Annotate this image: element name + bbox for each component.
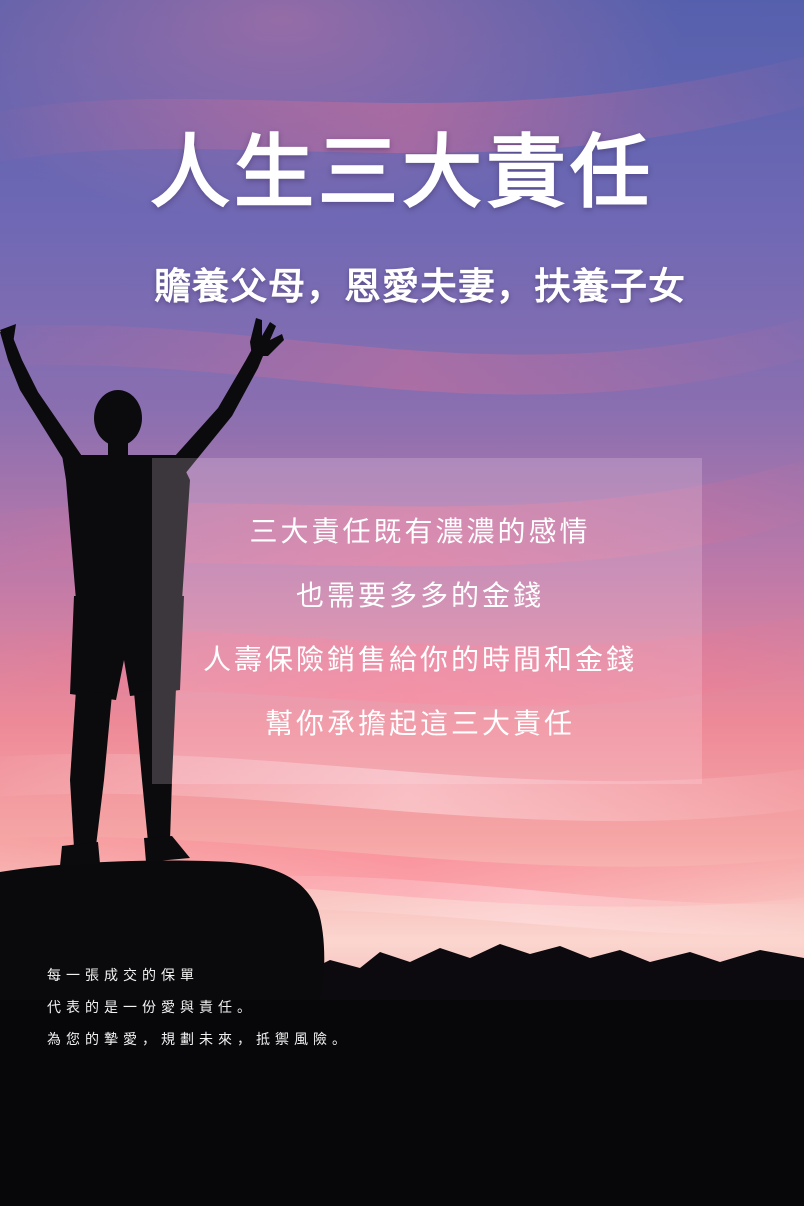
footnote-line: 代表的是一份愛與責任。 bbox=[47, 1000, 256, 1016]
person-silhouette bbox=[0, 318, 284, 866]
poster-title: 人生三大責任 bbox=[150, 125, 654, 219]
panel-text-block: 三大責任既有濃濃的感情 也需要多多的金錢 人壽保險銷售給你的時間和金錢 幫你承擔… bbox=[100, 500, 740, 756]
panel-line: 人壽保險銷售給你的時間和金錢 bbox=[202, 643, 637, 676]
panel-line: 幫你承擔起這三大責任 bbox=[264, 707, 575, 740]
footnote-line: 每一張成交的保單 bbox=[47, 968, 199, 984]
footnote-block: 每一張成交的保單 代表的是一份愛與責任。 為您的摯愛，規劃未來，抵禦風險。 bbox=[47, 960, 351, 1056]
panel-line: 也需要多多的金錢 bbox=[295, 579, 544, 612]
translucent-text-panel bbox=[152, 458, 702, 784]
footnote-line: 為您的摯愛，規劃未來，抵禦風險。 bbox=[47, 1032, 351, 1048]
panel-line: 三大責任既有濃濃的感情 bbox=[249, 515, 591, 548]
poster-subtitle: 贍養父母，恩愛夫妻，扶養子女 bbox=[154, 264, 686, 308]
